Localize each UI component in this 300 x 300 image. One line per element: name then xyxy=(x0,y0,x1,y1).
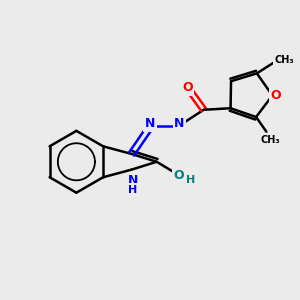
Text: O: O xyxy=(173,169,184,182)
Text: H: H xyxy=(128,184,138,195)
Text: N: N xyxy=(128,174,138,187)
Text: N: N xyxy=(174,117,184,130)
Text: O: O xyxy=(182,82,193,94)
Text: H: H xyxy=(187,175,196,185)
Text: CH₃: CH₃ xyxy=(260,135,280,145)
Text: N: N xyxy=(145,117,155,130)
Text: O: O xyxy=(271,89,281,102)
Text: CH₃: CH₃ xyxy=(274,55,294,65)
